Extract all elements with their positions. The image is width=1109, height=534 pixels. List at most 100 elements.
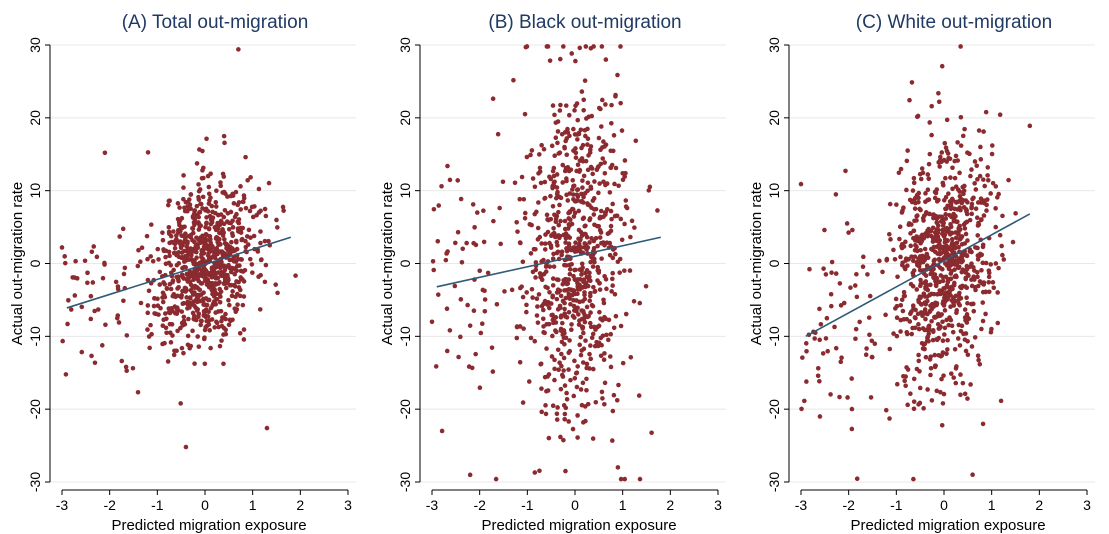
data-point — [558, 195, 564, 201]
data-point — [963, 275, 969, 281]
data-point — [178, 239, 183, 244]
data-point — [923, 286, 928, 291]
data-point — [897, 224, 903, 230]
data-point — [598, 353, 604, 359]
data-point — [166, 198, 172, 204]
data-point — [833, 345, 839, 351]
data-point — [542, 195, 548, 201]
data-point — [602, 401, 607, 407]
data-point — [953, 184, 959, 189]
data-point — [547, 290, 552, 295]
data-point — [812, 336, 817, 341]
data-point — [888, 237, 893, 242]
data-point — [1000, 213, 1005, 219]
data-point — [609, 289, 614, 294]
data-point — [582, 292, 587, 298]
data-point — [962, 226, 968, 231]
data-point — [901, 289, 907, 295]
data-point — [578, 229, 584, 235]
data-point — [205, 270, 210, 275]
data-point — [567, 338, 572, 343]
data-point — [213, 282, 219, 287]
data-point — [579, 402, 585, 408]
data-point — [802, 398, 807, 404]
data-point — [564, 390, 569, 396]
data-point — [183, 444, 189, 450]
data-point — [229, 282, 234, 288]
data-point — [622, 221, 627, 227]
y-tick-label: -30 — [397, 472, 413, 492]
data-point — [958, 284, 963, 290]
data-point — [569, 292, 575, 298]
data-point — [939, 291, 944, 296]
y-tick-label: 10 — [766, 183, 782, 199]
data-point — [869, 338, 875, 344]
data-point — [551, 230, 557, 236]
data-point — [587, 298, 593, 304]
data-point — [521, 326, 526, 331]
data-point — [984, 208, 989, 213]
data-point — [959, 200, 965, 206]
data-point — [538, 180, 544, 186]
data-point — [582, 279, 587, 285]
data-point — [199, 254, 204, 260]
data-point — [431, 206, 437, 212]
data-point — [917, 400, 923, 406]
data-point — [235, 202, 241, 208]
data-point — [195, 274, 201, 279]
data-point — [964, 211, 970, 217]
data-point — [825, 348, 830, 354]
data-point — [160, 230, 165, 235]
data-point — [186, 275, 192, 280]
y-tick-label: 0 — [397, 259, 413, 267]
data-point — [607, 240, 613, 246]
data-point — [632, 225, 637, 230]
data-point — [477, 268, 483, 274]
data-point — [138, 300, 144, 306]
data-point — [606, 317, 612, 323]
data-point — [549, 143, 555, 149]
data-point — [444, 306, 450, 312]
data-point — [198, 322, 204, 328]
data-point — [62, 254, 67, 259]
data-point — [980, 318, 986, 324]
data-point — [964, 208, 969, 213]
data-point — [232, 271, 238, 277]
data-point — [192, 303, 197, 309]
data-point — [908, 231, 913, 236]
data-point — [916, 326, 922, 332]
data-point — [579, 261, 585, 267]
data-point — [803, 341, 809, 346]
data-point — [952, 267, 957, 272]
data-point — [208, 195, 213, 200]
data-point — [533, 260, 539, 265]
data-point — [241, 279, 247, 284]
data-point — [580, 326, 585, 331]
data-point — [194, 292, 200, 298]
data-point — [548, 193, 553, 199]
data-point — [113, 279, 119, 285]
data-point — [150, 258, 156, 264]
data-point — [616, 183, 621, 189]
data-point — [430, 258, 436, 264]
data-point — [964, 295, 969, 300]
data-point — [192, 216, 198, 222]
data-point — [617, 270, 622, 275]
data-point — [595, 264, 601, 270]
data-point — [196, 182, 201, 187]
data-point — [609, 216, 614, 222]
data-point — [610, 270, 615, 276]
data-point — [489, 345, 495, 350]
data-point — [562, 279, 567, 285]
data-point — [558, 102, 563, 108]
data-point — [926, 176, 932, 182]
data-point — [912, 238, 918, 243]
data-point — [633, 138, 639, 144]
data-point — [968, 382, 973, 387]
data-point — [636, 393, 642, 398]
data-point — [258, 229, 263, 234]
data-point — [584, 304, 590, 310]
data-point — [247, 208, 253, 214]
data-point — [248, 175, 253, 180]
data-point — [930, 236, 936, 241]
